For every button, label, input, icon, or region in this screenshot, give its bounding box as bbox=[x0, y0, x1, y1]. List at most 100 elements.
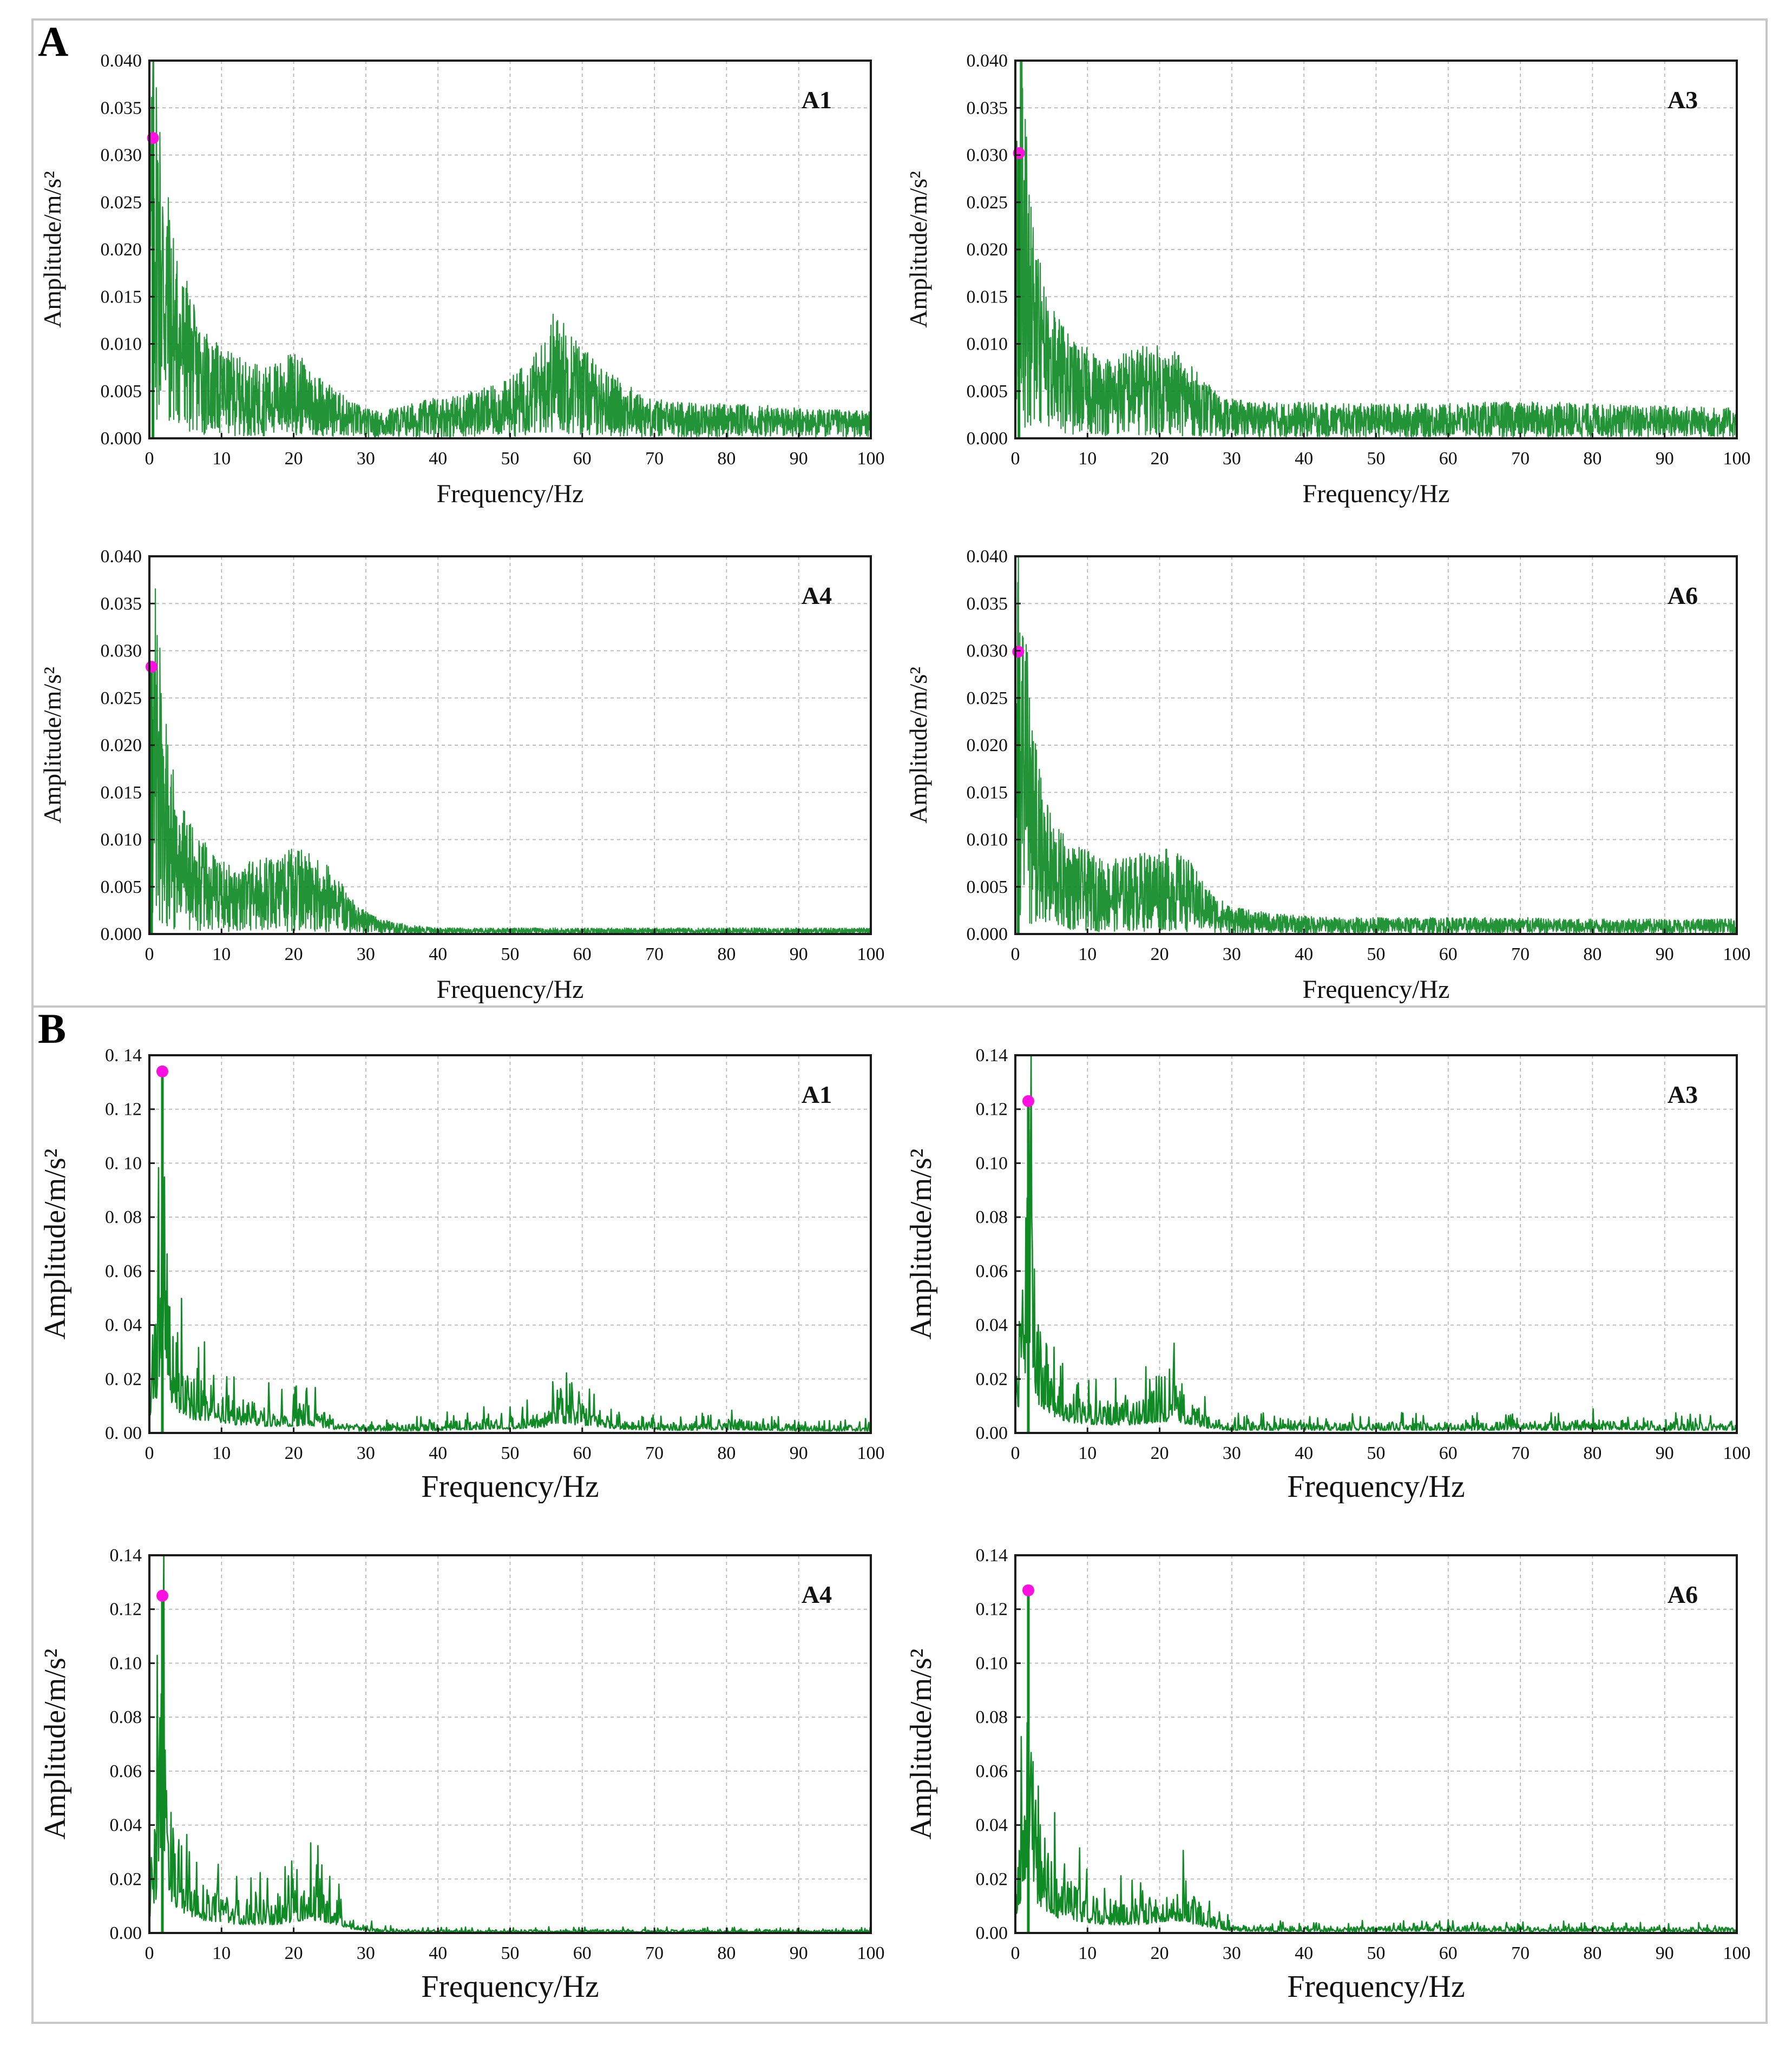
x-tick-label: 0 bbox=[145, 449, 154, 469]
spectrum-line bbox=[148, 60, 872, 438]
y-tick-label: 0.10 bbox=[110, 1653, 142, 1673]
y-tick-label: 0.00 bbox=[110, 1923, 142, 1943]
x-tick-label: 80 bbox=[1583, 1443, 1601, 1463]
x-tick-label: 60 bbox=[1439, 449, 1458, 469]
chart-b-a6: 0 10 20 30 40 50 60 70 80 90 100 0.00 0.02 0.04 0.06 0.… bbox=[901, 1516, 1767, 2003]
y-axis-label: Amplitude/m/s² bbox=[904, 1149, 938, 1340]
y-tick-label: 0.030 bbox=[967, 146, 1008, 166]
x-tick-label: 20 bbox=[285, 944, 303, 964]
x-tick-label: 60 bbox=[1439, 1943, 1458, 1963]
x-tick-label: 90 bbox=[790, 449, 808, 469]
y-tick-label: 0.000 bbox=[967, 924, 1008, 944]
y-tick-label: 0.040 bbox=[101, 51, 142, 71]
y-tick-label: 0.005 bbox=[967, 382, 1008, 402]
chart-svg: 0 10 20 30 40 50 60 70 80 90 100 0.000 0.005 0.010 0.0… bbox=[904, 51, 1751, 508]
x-tick-label: 40 bbox=[429, 1943, 447, 1963]
y-tick-label: 0.015 bbox=[101, 287, 142, 307]
x-tick-label: 10 bbox=[212, 1943, 231, 1963]
x-tick-label: 100 bbox=[1723, 1943, 1751, 1963]
y-axis-label: Amplitude/m/s² bbox=[38, 1649, 72, 1840]
y-tick-label: 0.12 bbox=[110, 1600, 142, 1620]
spectrum-line bbox=[1014, 60, 1738, 438]
section-b: B 0 10 20 30 40 50 60 70 80 90 100 0. 00 0. 02 0. 04 0… bbox=[31, 1005, 1768, 2024]
chart-svg: 0 10 20 30 40 50 60 70 80 90 100 0.00 0.02 0.04 0.06 0.… bbox=[38, 1546, 885, 2003]
x-tick-label: 70 bbox=[1511, 1943, 1530, 1963]
x-tick-label: 100 bbox=[1723, 944, 1751, 964]
y-tick-label: 0.025 bbox=[967, 688, 1008, 708]
y-tick-label: 0.04 bbox=[976, 1816, 1008, 1836]
x-tick-label: 30 bbox=[357, 1943, 375, 1963]
x-tick-label: 20 bbox=[285, 1943, 303, 1963]
x-tick-label: 0 bbox=[145, 1443, 154, 1463]
y-tick-label: 0. 14 bbox=[105, 1045, 142, 1066]
x-tick-label: 30 bbox=[1223, 449, 1241, 469]
chart-title: A6 bbox=[1668, 582, 1698, 609]
section-a: A 0 10 20 30 40 50 60 70 80 90 100 0.000 0.005 0.010 0… bbox=[31, 18, 1768, 1012]
x-tick-label: 0 bbox=[145, 1943, 154, 1963]
x-tick-label: 30 bbox=[357, 944, 375, 964]
x-tick-label: 10 bbox=[1078, 449, 1097, 469]
y-tick-label: 0.000 bbox=[967, 429, 1008, 449]
x-axis-label: Frequency/Hz bbox=[1287, 1469, 1465, 1503]
x-tick-label: 30 bbox=[1223, 1443, 1241, 1463]
x-tick-label: 30 bbox=[357, 1443, 375, 1463]
x-tick-label: 100 bbox=[857, 944, 885, 964]
y-tick-label: 0.020 bbox=[101, 735, 142, 755]
x-tick-label: 40 bbox=[429, 944, 447, 964]
x-tick-label: 80 bbox=[717, 944, 736, 964]
x-tick-label: 0 bbox=[145, 944, 154, 964]
x-tick-label: 70 bbox=[645, 944, 664, 964]
x-tick-label: 10 bbox=[212, 1443, 231, 1463]
x-tick-label: 50 bbox=[1367, 1943, 1386, 1963]
chart-svg: 0 10 20 30 40 50 60 70 80 90 100 0.00 0.02 0.04 0.06 0.… bbox=[904, 1546, 1751, 2003]
chart-title: A3 bbox=[1668, 1081, 1698, 1108]
x-axis-label: Frequency/Hz bbox=[1303, 975, 1450, 1004]
x-tick-label: 70 bbox=[1511, 944, 1530, 964]
x-tick-label: 100 bbox=[857, 1943, 885, 1963]
y-tick-label: 0.040 bbox=[101, 547, 142, 567]
chart-b-a1: 0 10 20 30 40 50 60 70 80 90 100 0. 00 0. 02 0. 04 0. … bbox=[35, 1016, 901, 1503]
y-tick-label: 0.000 bbox=[101, 924, 142, 944]
peak-marker bbox=[156, 1589, 168, 1602]
y-tick-label: 0.06 bbox=[110, 1761, 142, 1781]
chart-title: A1 bbox=[802, 1081, 832, 1108]
x-tick-label: 100 bbox=[857, 449, 885, 469]
y-tick-label: 0.025 bbox=[967, 193, 1008, 213]
x-tick-label: 60 bbox=[1439, 944, 1458, 964]
x-tick-label: 70 bbox=[1511, 1443, 1530, 1463]
chart-title: A3 bbox=[1668, 86, 1698, 114]
x-tick-label: 30 bbox=[1223, 944, 1241, 964]
x-tick-label: 50 bbox=[1367, 1443, 1386, 1463]
y-tick-label: 0.12 bbox=[976, 1100, 1008, 1120]
x-tick-label: 60 bbox=[573, 1943, 592, 1963]
x-tick-label: 90 bbox=[1656, 944, 1674, 964]
y-tick-label: 0.00 bbox=[976, 1923, 1008, 1943]
y-axis-label: Amplitude/m/s² bbox=[904, 1649, 938, 1840]
y-tick-label: 0.010 bbox=[101, 830, 142, 850]
x-tick-label: 20 bbox=[1151, 449, 1169, 469]
chart-title: A6 bbox=[1668, 1581, 1698, 1608]
x-tick-label: 80 bbox=[1583, 1943, 1601, 1963]
x-axis-label: Frequency/Hz bbox=[1287, 1969, 1465, 2003]
chart-svg: 0 10 20 30 40 50 60 70 80 90 100 0.000 0.005 0.010 0.0… bbox=[904, 547, 1751, 1004]
y-tick-label: 0.030 bbox=[967, 641, 1008, 661]
chart-a-a3: 0 10 20 30 40 50 60 70 80 90 100 0.000 0.005 0.010 0.0… bbox=[901, 22, 1767, 509]
chart-svg: 0 10 20 30 40 50 60 70 80 90 100 0.00 0.02 0.04 0.06 0.… bbox=[904, 1045, 1751, 1503]
y-tick-label: 0.04 bbox=[976, 1316, 1008, 1336]
x-tick-label: 50 bbox=[501, 1443, 520, 1463]
peak-marker bbox=[1022, 1095, 1034, 1107]
x-tick-label: 0 bbox=[1011, 1443, 1020, 1463]
spectrum-line bbox=[1014, 1054, 1738, 1431]
y-tick-label: 0.030 bbox=[101, 146, 142, 166]
peak-marker bbox=[145, 661, 157, 673]
x-tick-label: 90 bbox=[1656, 1443, 1674, 1463]
y-tick-label: 0. 04 bbox=[105, 1316, 142, 1336]
y-tick-label: 0.005 bbox=[101, 382, 142, 402]
y-tick-label: 0.025 bbox=[101, 688, 142, 708]
x-tick-label: 30 bbox=[1223, 1943, 1241, 1963]
x-tick-label: 90 bbox=[790, 1443, 808, 1463]
x-tick-label: 50 bbox=[501, 449, 520, 469]
x-axis-label: Frequency/Hz bbox=[421, 1969, 599, 2003]
y-tick-label: 0.00 bbox=[976, 1423, 1008, 1443]
x-tick-label: 60 bbox=[573, 1443, 592, 1463]
